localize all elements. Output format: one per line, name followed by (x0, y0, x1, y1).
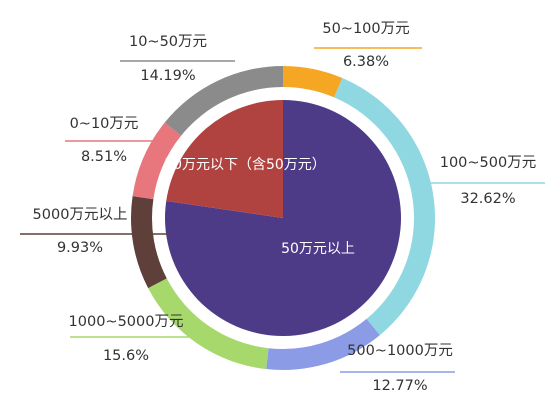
inner-label-0: 50万元以上 (281, 241, 355, 257)
slice-percent-5: 8.51% (81, 149, 127, 165)
outer-slice-6 (164, 66, 283, 136)
outer-slice-0 (283, 66, 343, 98)
slice-label-6: 10~50万元 (129, 34, 207, 50)
slice-label-2: 500~1000万元 (347, 343, 453, 359)
outer-ring (131, 66, 435, 370)
slice-label-0: 50~100万元 (322, 21, 409, 37)
slice-percent-2: 12.77% (372, 378, 427, 394)
leader-lines (20, 47, 545, 373)
outer-slice-2 (266, 318, 380, 370)
slice-percent-1: 32.62% (460, 191, 515, 207)
inner-pie (164, 100, 401, 336)
slice-percent-3: 15.6% (103, 348, 149, 364)
outer-slice-5 (132, 122, 182, 200)
slice-label-5: 0~10万元 (70, 116, 139, 132)
inner-labels: 50万元以上 50万元以下（含50万元） (164, 157, 355, 257)
outer-slice-1 (334, 78, 435, 336)
slice-label-4: 5000万元以上 (33, 206, 128, 223)
slice-label-3: 1000~5000万元 (69, 314, 184, 330)
outer-slice-4 (131, 196, 167, 289)
slice-labels: 50~100万元 6.38% 100~500万元 32.62% 500~1000万元 12… (33, 21, 537, 394)
inner-slice-1 (166, 100, 283, 218)
slice-percent-6: 14.19% (140, 68, 195, 84)
slice-percent-4: 9.93% (57, 240, 103, 256)
slice-label-1: 100~500万元 (440, 155, 537, 171)
inner-slice-0 (164, 100, 401, 336)
outer-slice-3 (148, 278, 269, 370)
slice-percent-0: 6.38% (343, 54, 389, 70)
inner-label-1: 50万元以下（含50万元） (164, 157, 326, 173)
